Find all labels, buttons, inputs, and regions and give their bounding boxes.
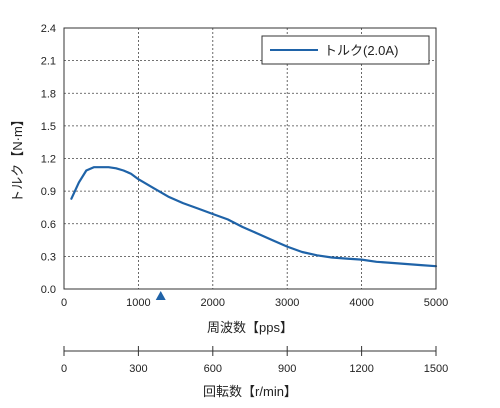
secondary-tick-label: 1200 <box>349 363 373 375</box>
series-line-torque <box>70 166 438 268</box>
y-axis-label: トルク【N·m】 <box>10 113 25 203</box>
legend-box <box>261 35 430 65</box>
y-tick-label: 1.2 <box>41 154 56 166</box>
x-tick-label: 1000 <box>126 297 150 309</box>
secondary-tick-label: 0 <box>61 363 67 375</box>
y-tick-label: 2.4 <box>41 23 56 35</box>
y-tick-label: 0.9 <box>41 186 56 198</box>
y-tick-label: 1.8 <box>41 88 56 100</box>
x-tick-label: 5000 <box>424 297 448 309</box>
secondary-axis-label: 回転数【r/min】 <box>203 384 297 399</box>
x-tick-label: 2000 <box>201 297 225 309</box>
secondary-tick-label: 600 <box>204 363 222 375</box>
x-axis-label: 周波数【pps】 <box>207 320 293 335</box>
legend: トルク(2.0A) <box>261 35 430 65</box>
y-tick-label: 0.0 <box>41 284 56 296</box>
secondary-axis-ticks: 0 300 600 900 1200 1500 <box>61 346 448 375</box>
frequency-marker-triangle <box>155 291 166 300</box>
legend-label: トルク(2.0A) <box>324 43 398 58</box>
series-layer <box>70 166 438 268</box>
plot-frame <box>63 27 437 290</box>
y-tick-label: 0.3 <box>41 251 56 263</box>
secondary-tick-label: 900 <box>278 363 296 375</box>
x-tick-label: 3000 <box>275 297 299 309</box>
y-tick-label: 0.6 <box>41 219 56 231</box>
x-tick-label: 0 <box>61 297 67 309</box>
marker-layer <box>155 291 166 300</box>
x-tick-label: 4000 <box>349 297 373 309</box>
secondary-tick-label: 300 <box>129 363 147 375</box>
y-tick-label: 2.1 <box>41 56 56 68</box>
x-axis-ticks: 0 1000 2000 3000 4000 5000 <box>61 297 448 309</box>
y-axis-ticks: 0.0 0.3 0.6 0.9 1.2 1.5 1.8 2.1 2.4 <box>41 23 56 296</box>
secondary-tick-label: 1500 <box>424 363 448 375</box>
y-tick-label: 1.5 <box>41 121 56 133</box>
